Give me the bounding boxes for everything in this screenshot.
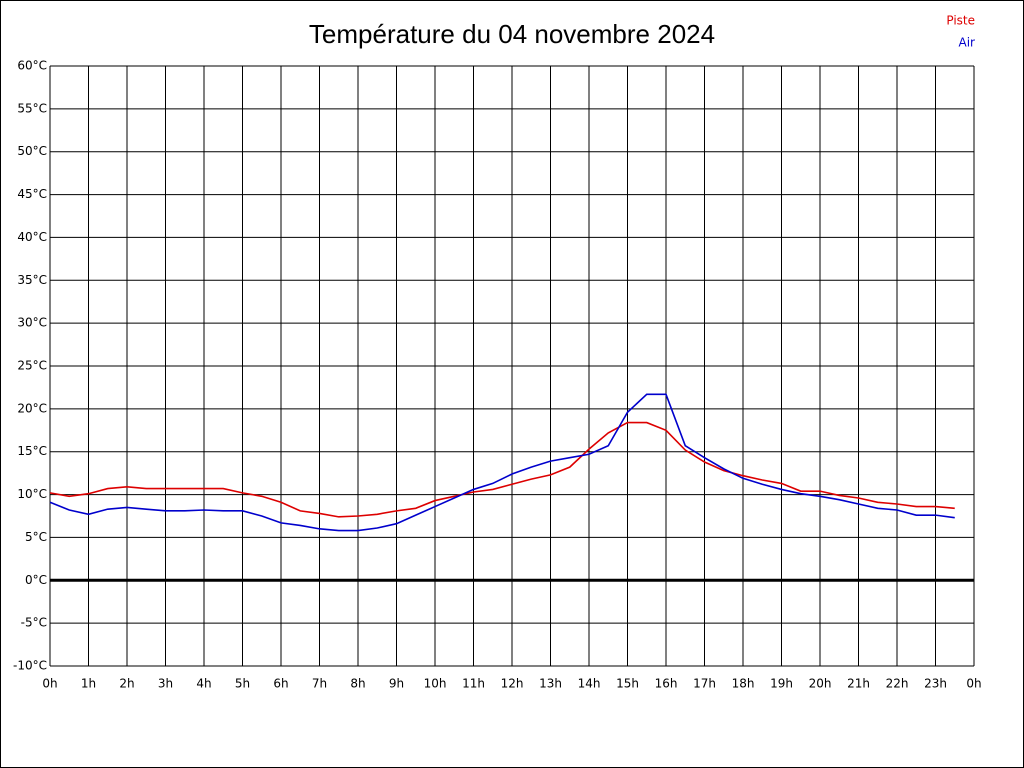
y-tick-label: 60°C	[17, 59, 47, 73]
x-tick-label: 22h	[886, 677, 909, 691]
x-tick-label: 10h	[424, 677, 447, 691]
x-tick-label: 3h	[158, 677, 173, 691]
y-tick-label: 5°C	[25, 530, 47, 544]
legend-entry: Piste	[946, 14, 975, 28]
y-tick-label: 10°C	[17, 487, 47, 501]
y-tick-label: -5°C	[21, 616, 47, 630]
y-tick-label: 15°C	[17, 444, 47, 458]
x-tick-label: 9h	[389, 677, 404, 691]
x-tick-label: 4h	[196, 677, 211, 691]
data-line	[49, 393, 955, 532]
x-tick-label: 1h	[81, 677, 96, 691]
y-tick-label: 0°C	[25, 573, 47, 587]
y-tick-label: 35°C	[17, 273, 47, 287]
x-tick-label: 16h	[655, 677, 678, 691]
data-line	[49, 421, 955, 518]
x-tick-label: 23h	[924, 677, 947, 691]
x-tick-label: 8h	[350, 677, 365, 691]
x-tick-label: 20h	[809, 677, 832, 691]
x-tick-label: 0h	[42, 677, 57, 691]
y-tick-label: 45°C	[17, 187, 47, 201]
x-tick-label: 13h	[539, 677, 562, 691]
x-tick-label: 15h	[616, 677, 639, 691]
x-tick-label: 2h	[119, 677, 134, 691]
x-tick-label: 21h	[847, 677, 870, 691]
legend-entry: Air	[959, 36, 976, 50]
y-tick-label: 30°C	[17, 316, 47, 330]
x-tick-label: 7h	[312, 677, 327, 691]
x-tick-label: 12h	[501, 677, 524, 691]
x-tick-label: 18h	[732, 677, 755, 691]
y-tick-label: 25°C	[17, 359, 47, 373]
x-tick-label: 0h	[966, 677, 981, 691]
x-tick-label: 19h	[770, 677, 793, 691]
y-tick-label: -10°C	[13, 659, 47, 673]
y-tick-label: 40°C	[17, 230, 47, 244]
y-tick-label: 20°C	[17, 401, 47, 415]
chart-title: Température du 04 novembre 2024	[309, 19, 715, 49]
y-tick-label: 55°C	[17, 101, 47, 115]
x-tick-label: 5h	[235, 677, 250, 691]
y-tick-label: 50°C	[17, 144, 47, 158]
x-tick-label: 14h	[578, 677, 601, 691]
x-tick-label: 17h	[693, 677, 716, 691]
x-tick-label: 11h	[462, 677, 485, 691]
x-tick-label: 6h	[273, 677, 288, 691]
